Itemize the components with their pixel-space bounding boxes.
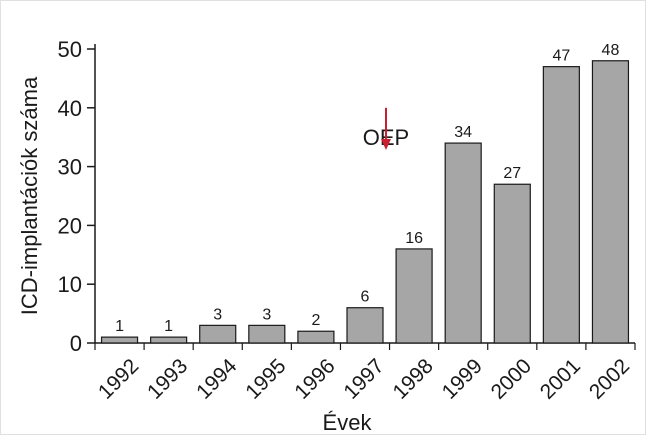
x-tick-label: 2001 (536, 354, 585, 403)
y-tick-label: 40 (58, 96, 82, 121)
x-tick-label: 1998 (389, 354, 438, 403)
y-tick-label: 50 (58, 37, 82, 62)
bar (248, 324, 286, 344)
x-tick-label: 2000 (487, 354, 536, 403)
y-axis: 0 10 20 30 40 50 (58, 37, 96, 356)
bar (591, 60, 630, 344)
bar (346, 307, 384, 344)
data-label: 6 (361, 289, 370, 306)
y-tick-label: 0 (70, 331, 82, 356)
x-tick-label: 2002 (585, 354, 634, 403)
data-label: 3 (213, 306, 222, 323)
x-tick-label: 1993 (143, 354, 192, 403)
bar (493, 183, 531, 344)
data-label: 47 (552, 48, 570, 65)
data-label: 27 (503, 165, 521, 182)
x-tick-label: 1996 (290, 354, 339, 403)
bars (100, 60, 630, 344)
bar (395, 248, 433, 344)
data-label: 48 (602, 42, 620, 59)
annotation: OEP (363, 107, 409, 150)
data-label: 2 (311, 312, 320, 329)
x-axis-label: Évek (323, 410, 373, 435)
y-axis-label: ICD-implantációk száma (17, 76, 42, 315)
x-tick-label: 1999 (438, 354, 487, 403)
x-tick-label: 1992 (94, 354, 143, 403)
bar (199, 324, 237, 344)
data-label: 34 (454, 124, 472, 141)
data-label: 1 (115, 318, 124, 335)
x-tick-label: 1997 (339, 354, 388, 403)
bar (100, 336, 139, 344)
data-label: 3 (262, 306, 271, 323)
x-axis: 1992 1993 1994 1995 1996 1997 1998 1999 2000 2001… (94, 342, 636, 404)
data-labels: 1 1 3 3 2 6 16 34 27 47 48 (115, 42, 619, 335)
y-tick-label: 30 (58, 155, 82, 180)
bar (542, 66, 580, 344)
data-label: 16 (405, 230, 423, 247)
bar (444, 142, 482, 344)
bar (297, 330, 335, 344)
x-tick-label: 1995 (241, 354, 290, 403)
y-tick-label: 10 (58, 272, 82, 297)
annotation-arrowhead (381, 138, 391, 150)
x-tick-label: 1994 (192, 354, 242, 404)
y-tick-label: 20 (58, 213, 82, 238)
bar (150, 336, 188, 344)
data-label: 1 (164, 318, 173, 335)
